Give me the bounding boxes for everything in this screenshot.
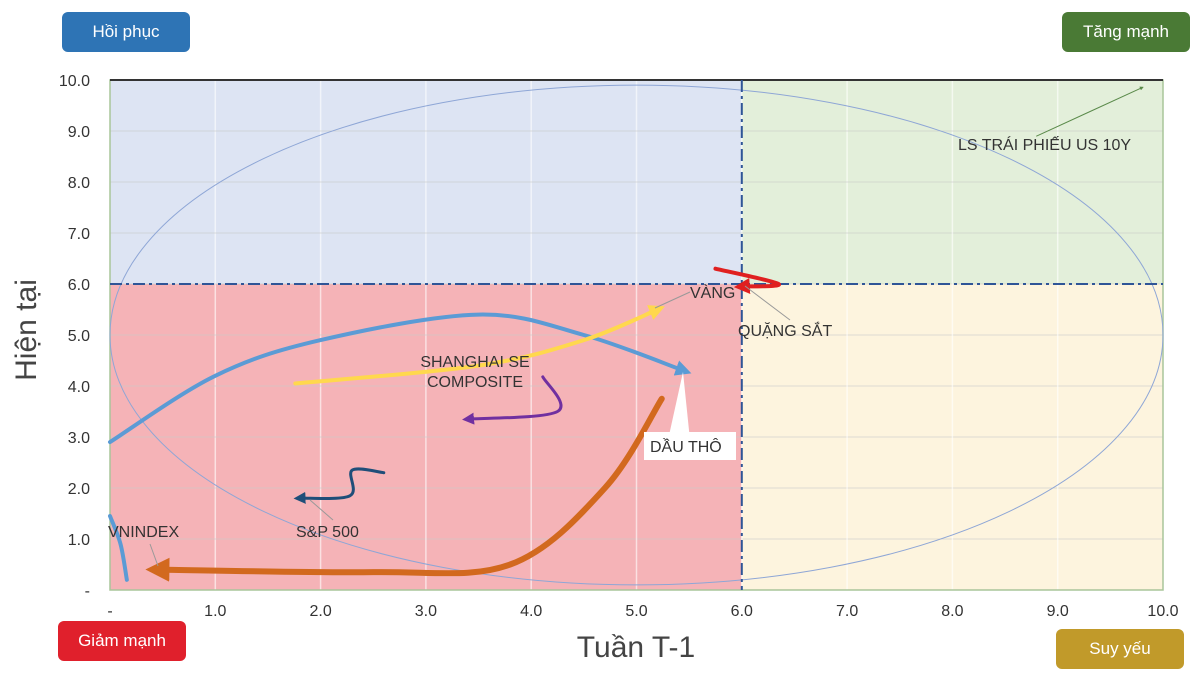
- series-label: QUẶNG SẮT: [738, 321, 832, 340]
- x-tick-label: 8.0: [941, 603, 963, 620]
- x-tick-label: 3.0: [415, 603, 437, 620]
- series-line-unnamed: [108, 514, 129, 582]
- y-tick-label: 7.0: [68, 226, 90, 243]
- quadrant-label-suy-yeu: Suy yếu: [1056, 629, 1184, 669]
- y-tick-label: -: [85, 583, 90, 600]
- y-tick-label: 1.0: [68, 532, 90, 549]
- x-tick-label: 9.0: [1047, 603, 1069, 620]
- label-callout-line: [149, 543, 159, 567]
- series-line-vnindex: [145, 395, 665, 582]
- y-tick-label: 10.0: [59, 73, 90, 90]
- series-label-line: SHANGHAI SE: [420, 354, 529, 371]
- x-tick-label: 4.0: [520, 603, 542, 620]
- label-callout: [668, 372, 690, 440]
- series-label: VÀNG: [690, 283, 735, 302]
- label-callout-line: [744, 285, 791, 321]
- x-tick-label: 5.0: [625, 603, 647, 620]
- series-label: DẦU THÔ: [650, 437, 722, 456]
- quadrant-label-hoi-phuc: Hồi phục: [62, 12, 190, 52]
- series-line-shanghai-se-composite: [462, 375, 563, 425]
- x-tick-label: 1.0: [204, 603, 226, 620]
- series-label: S&P 500: [296, 524, 359, 541]
- y-tick-label: 3.0: [68, 430, 90, 447]
- y-tick-label: 5.0: [68, 328, 90, 345]
- series-line-qu-ng-s-t: [713, 266, 781, 294]
- ellipse-guide: [109, 84, 1164, 586]
- quadrant-label-giam-manh: Giảm mạnh: [58, 621, 186, 661]
- series-label-line: COMPOSITE: [427, 374, 523, 391]
- y-tick-label: 4.0: [68, 379, 90, 396]
- series-label: LS TRÁI PHIẾU US 10Y: [958, 135, 1131, 154]
- label-callout-line: [654, 291, 691, 309]
- y-tick-label: 8.0: [68, 175, 90, 192]
- x-tick-label: -: [107, 603, 112, 620]
- y-tick-label: 6.0: [68, 277, 90, 294]
- y-axis-title: Hiện tại: [10, 279, 43, 381]
- series-label: VNINDEX: [108, 524, 179, 541]
- label-callout-line: [309, 499, 334, 521]
- x-tick-label: 2.0: [309, 603, 331, 620]
- x-axis-title: Tuần T-1: [577, 631, 695, 664]
- label-box: [644, 432, 736, 460]
- series-line-ls-tr-i-phi-u-us-10y: [1036, 86, 1144, 137]
- y-tick-label: 2.0: [68, 481, 90, 498]
- y-tick-label: 9.0: [68, 124, 90, 141]
- series-line-v-ng: [293, 305, 665, 386]
- quadrant-label-tang-manh: Tăng mạnh: [1062, 12, 1190, 52]
- series-line-s-p-500: [293, 467, 386, 504]
- x-tick-label: 7.0: [836, 603, 858, 620]
- x-tick-label: 6.0: [731, 603, 753, 620]
- x-tick-label: 10.0: [1147, 603, 1178, 620]
